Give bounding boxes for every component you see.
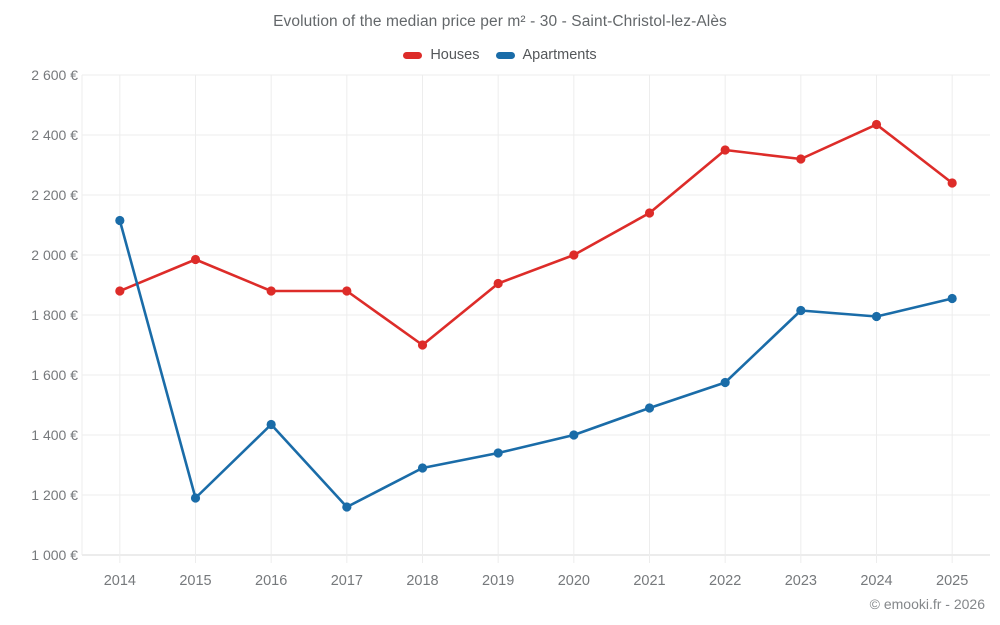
apartments-data-point-2017[interactable] xyxy=(342,502,352,512)
apartments-data-point-2023[interactable] xyxy=(796,305,806,316)
legend-item-apartments[interactable]: Apartments xyxy=(495,47,597,63)
apartments-data-point-2018[interactable] xyxy=(417,463,428,473)
x-axis-tick-label: 2024 xyxy=(860,573,892,589)
x-axis-tick-label: 2015 xyxy=(179,573,211,589)
y-axis-tick-label: 2 600 € xyxy=(31,67,78,83)
y-axis-tick-label: 2 200 € xyxy=(31,187,78,203)
apartments-data-point-2020[interactable] xyxy=(569,430,579,440)
x-axis-tick-label: 2018 xyxy=(406,573,438,589)
houses-data-point-2018[interactable] xyxy=(417,340,428,350)
apartments-data-point-2021[interactable] xyxy=(644,403,655,413)
chart-legend: Houses Apartments xyxy=(0,47,1000,63)
legend-item-houses[interactable]: Houses xyxy=(403,47,480,63)
houses-series-line xyxy=(118,123,954,347)
x-axis-tick-label: 2023 xyxy=(785,573,817,589)
x-axis-tick-label: 2016 xyxy=(255,573,287,589)
apartments-data-point-2019[interactable] xyxy=(493,448,503,458)
x-axis-tick-label: 2020 xyxy=(558,573,590,589)
x-axis-tick-label: 2022 xyxy=(709,573,741,589)
apartments-data-point-2016[interactable] xyxy=(266,419,276,430)
houses-data-point-2025[interactable] xyxy=(947,178,957,188)
houses-data-point-2023[interactable] xyxy=(796,154,806,164)
x-axis-tick-label: 2017 xyxy=(331,573,363,589)
x-axis-tick-label: 2014 xyxy=(104,573,136,589)
apartments-data-point-2025[interactable] xyxy=(947,293,957,304)
apartments-data-point-2022[interactable] xyxy=(720,377,730,388)
houses-data-point-2016[interactable] xyxy=(266,286,276,296)
y-axis-tick-label: 1 400 € xyxy=(31,427,78,443)
apartments-data-point-2015[interactable] xyxy=(190,493,201,503)
y-axis-tick-label: 2 400 € xyxy=(31,127,78,143)
y-axis-tick-label: 1 000 € xyxy=(31,547,78,563)
houses-data-point-2020[interactable] xyxy=(569,250,579,260)
apartments-legend-label: Apartments xyxy=(522,47,597,63)
y-axis-tick-label: 1 200 € xyxy=(31,487,78,503)
houses-data-point-2019[interactable] xyxy=(493,278,503,289)
chart-title: Evolution of the median price per m² - 3… xyxy=(273,13,727,30)
houses-legend-label: Houses xyxy=(430,47,480,63)
houses-legend-swatch-icon xyxy=(403,51,423,59)
houses-data-point-2017[interactable] xyxy=(342,286,352,296)
x-axis-tick-label: 2021 xyxy=(633,573,665,589)
x-axis-tick-label: 2019 xyxy=(482,573,514,589)
houses-data-point-2014[interactable] xyxy=(115,286,125,296)
houses-data-point-2021[interactable] xyxy=(644,208,655,218)
apartments-legend-swatch-icon xyxy=(495,51,515,59)
houses-data-point-2022[interactable] xyxy=(720,145,730,155)
apartments-series-line xyxy=(118,219,954,509)
apartments-data-point-2024[interactable] xyxy=(871,311,882,322)
y-axis-tick-label: 1 800 € xyxy=(31,307,78,323)
houses-data-point-2024[interactable] xyxy=(871,119,882,130)
y-axis-tick-label: 2 000 € xyxy=(31,247,78,263)
houses-data-point-2015[interactable] xyxy=(190,254,201,265)
y-axis-tick-label: 1 600 € xyxy=(31,367,78,383)
apartments-data-point-2014[interactable] xyxy=(115,215,125,226)
x-axis-tick-label: 2025 xyxy=(936,573,968,589)
credit-text: © emooki.fr - 2026 xyxy=(869,596,985,612)
